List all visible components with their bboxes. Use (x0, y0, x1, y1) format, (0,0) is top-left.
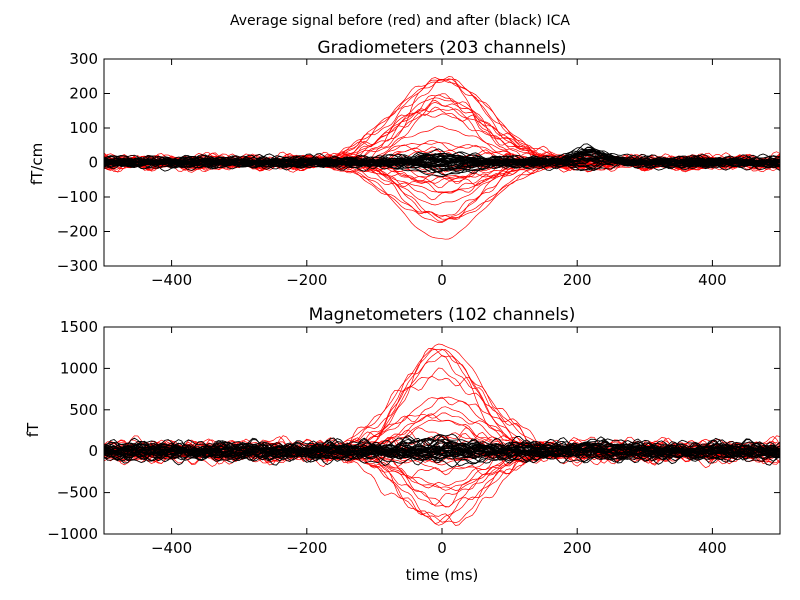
y-tick-label: −1000 (47, 525, 98, 543)
gradiometers-ylabel: fT/cm (28, 143, 46, 185)
x-tick-label: 400 (698, 539, 727, 557)
magnetometers-axes-frame (103, 326, 781, 535)
gradiometers-title: Gradiometers (203 channels) (317, 38, 566, 58)
x-tick-label: 0 (437, 539, 447, 557)
y-tick-label: −100 (57, 188, 98, 206)
x-tick-label: −400 (151, 539, 192, 557)
gradiometers-plot-area (104, 76, 780, 240)
magnetometers-title: Magnetometers (102 channels) (309, 305, 576, 325)
x-tick-label: −400 (151, 271, 192, 289)
y-tick-label: 300 (69, 50, 98, 68)
y-tick-label: −200 (57, 223, 98, 241)
gradiometers-panel: Gradiometers (203 channels) fT/cm −400 −2… (28, 38, 781, 289)
y-tick-label: 100 (69, 119, 98, 137)
after-trace (104, 151, 780, 170)
after-trace (104, 443, 780, 466)
y-tick-label: 500 (69, 401, 98, 419)
after-trace (104, 437, 780, 461)
after-trace (104, 155, 780, 173)
y-tick-label: 0 (88, 442, 98, 460)
x-tick-label: 200 (563, 271, 592, 289)
y-tick-label: −300 (57, 257, 98, 275)
after-trace (104, 442, 780, 466)
figure-suptitle: Average signal before (red) and after (b… (230, 13, 570, 29)
x-tick-label: −200 (286, 271, 327, 289)
time-xlabel: time (ms) (406, 566, 479, 584)
magnetometers-plot-area (104, 343, 780, 526)
y-tick-label: 1000 (60, 359, 98, 377)
after-trace (104, 151, 780, 170)
x-tick-label: 200 (563, 539, 592, 557)
x-tick-label: −200 (286, 539, 327, 557)
after-trace (104, 442, 780, 468)
magnetometers-ylabel: fT (24, 422, 42, 437)
y-tick-label: 0 (88, 154, 98, 172)
y-tick-label: 200 (69, 85, 98, 103)
x-tick-label: 400 (698, 271, 727, 289)
y-tick-label: −500 (57, 484, 98, 502)
after-trace (104, 441, 780, 464)
magnetometers-panel: Magnetometers (102 channels) fT time (ms… (24, 305, 781, 584)
after-trace (104, 438, 780, 457)
x-tick-label: 0 (437, 271, 447, 289)
y-tick-label: 1500 (60, 318, 98, 336)
after-trace (104, 158, 780, 171)
after-ica-series-1 (104, 433, 780, 468)
after-ica-series-0 (104, 143, 780, 177)
